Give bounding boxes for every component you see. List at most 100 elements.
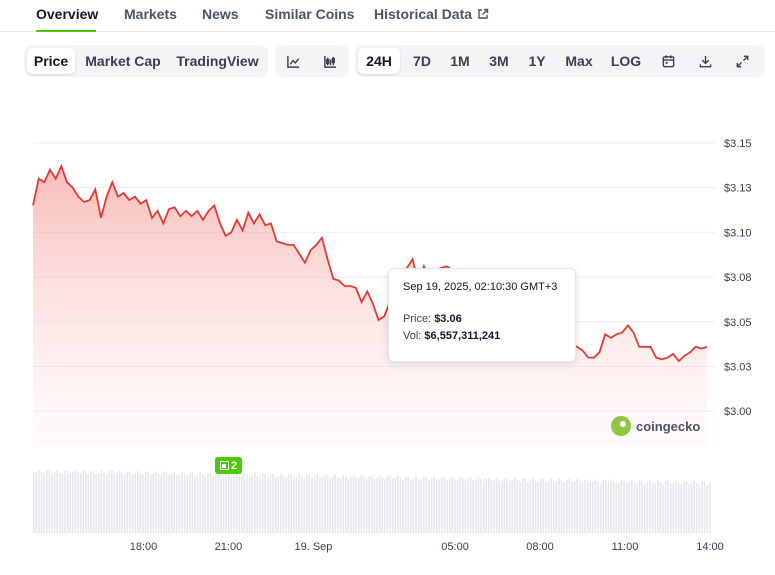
range-1y-button[interactable]: 1Y [528,53,546,69]
volume-bar [412,478,415,533]
volume-bar [399,477,402,533]
volume-bar [98,473,100,533]
range-max-button[interactable]: Max [565,53,593,69]
volume-bar [254,473,256,533]
external-link-icon [478,8,489,19]
tooltip-date: Sep 19, 2025, 02:10:30 GMT+3 [403,281,558,293]
volume-bar [703,481,706,533]
download-button[interactable] [692,48,718,74]
log-scale-button[interactable]: LOG [610,53,642,69]
volume-bar [709,483,711,533]
tab-historical-data[interactable]: Historical Data [374,6,489,32]
volume-bar [233,474,235,533]
range-24h-button[interactable]: 24H [358,48,400,74]
range-1m-button[interactable]: 1M [450,53,470,69]
volume-bar [607,483,610,533]
market-cap-button[interactable]: Market Cap [85,53,161,69]
volume-bar [576,478,578,533]
volume-bar [482,480,485,533]
volume-bar [280,473,282,533]
price-button[interactable]: Price [27,48,75,74]
tradingview-button[interactable]: TradingView [176,53,259,69]
chart-style-group [275,45,349,77]
volume-bar [293,477,295,533]
volume-bar [350,476,352,533]
volume-bar [95,473,97,533]
volume-bar [347,478,350,533]
y-tick-label: $3.08 [724,272,752,284]
volume-bar [657,480,659,533]
volume-bar [209,472,212,533]
tooltip-price-label: Price: [403,313,432,325]
watermark-text: coingecko [636,418,701,434]
volume-bar [121,472,123,533]
volume-bar [186,475,188,533]
volume-bar [267,477,269,533]
fullscreen-button[interactable] [729,48,755,74]
volume-bar [685,481,688,533]
volume-bar [228,473,230,533]
volume-bar [345,475,347,533]
volume-bar [147,472,149,533]
volume-bar [363,476,365,533]
volume-bar [477,476,480,533]
volume-bar [212,475,214,533]
volume-bar [521,478,524,533]
volume-bar [410,479,412,533]
volume-bar [64,469,66,533]
news-event-badge[interactable]: 2 [215,457,242,474]
volume-bar [326,475,329,533]
volume-bar [563,482,565,533]
calendar-button[interactable] [655,48,681,74]
price-chart[interactable]: $3.15 $3.13 $3.10 $3.08 $3.05 $3.03 $3.00 18:0… [0,95,775,565]
volume-bar [163,471,165,533]
volume-bar [33,472,35,533]
volume-bar [72,471,74,533]
tab-similar-coins[interactable]: Similar Coins [265,6,355,22]
volume-bar [85,471,87,533]
volume-bar [420,479,422,533]
volume-bar [282,475,285,533]
volume-bar [602,479,604,533]
volume-bar [597,481,599,533]
volume-bar [126,471,129,533]
volume-bar [306,474,308,533]
volume-bar [690,483,693,533]
volume-bar [178,474,181,533]
volume-bar [462,478,464,533]
volume-bar [503,478,506,533]
volume-bar [181,471,183,533]
volume-bar [615,482,617,533]
volume-bar [698,484,701,533]
news-icon [219,461,229,470]
volume-bar [389,475,391,533]
calendar-icon [662,54,674,67]
volume-bar [527,481,529,533]
volume-bar [277,476,279,533]
coingecko-logo-icon [611,416,631,436]
volume-bar [248,476,251,533]
volume-bar [545,482,547,533]
tab-markets[interactable]: Markets [124,6,177,22]
volume-bar [59,472,61,533]
volume-bar [189,473,191,533]
volume-bar [290,473,292,533]
volume-bar [173,471,175,533]
price-line [32,163,708,363]
range-3m-button[interactable]: 3M [489,53,509,69]
volume-bar [532,477,534,533]
line-chart-button[interactable] [280,48,306,74]
tab-overview[interactable]: Overview [36,6,98,32]
range-7d-button[interactable]: 7D [413,53,431,69]
volume-bar [66,470,69,533]
volume-bar [303,477,305,533]
tab-news[interactable]: News [202,6,239,22]
volume-bar [638,479,641,533]
volume-bar [285,477,287,533]
candlestick-chart-button[interactable] [317,48,343,74]
volume-bar [649,480,651,533]
volume-bar [100,470,103,533]
volume-bar [261,473,264,533]
volume-bar [56,469,58,533]
volume-bar [506,478,508,533]
